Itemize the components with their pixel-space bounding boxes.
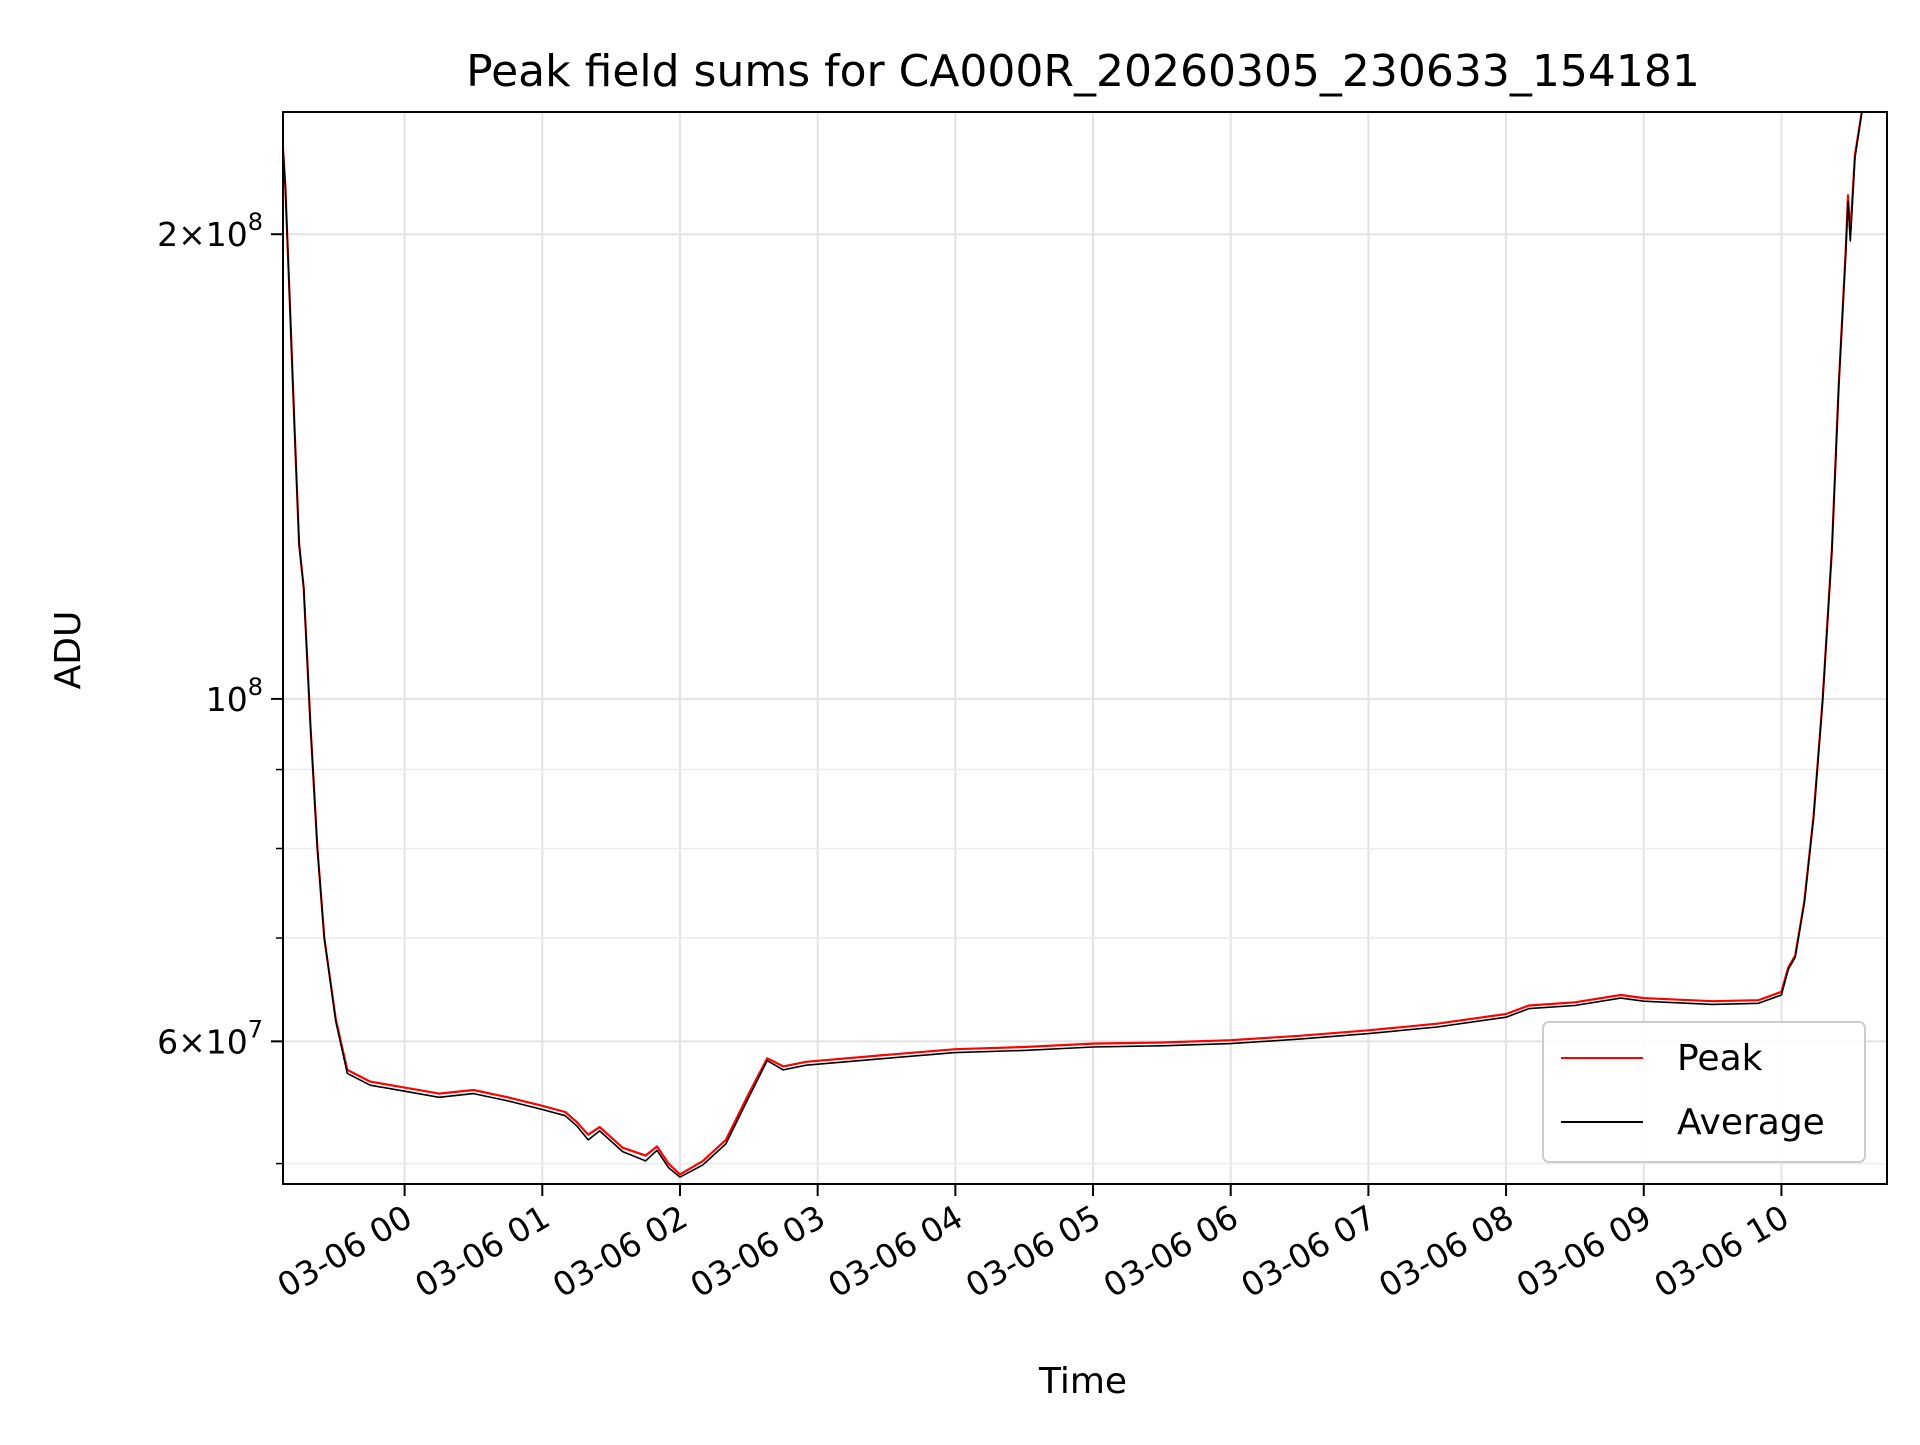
y-tick-exponent: 7 — [248, 1015, 263, 1043]
series-lines — [283, 112, 1863, 1178]
plot-frame — [282, 111, 1888, 1185]
legend-label: Peak — [1677, 1038, 1763, 1079]
y-tick-base: 2×10 — [157, 215, 248, 254]
y-tick-label: 2×108 — [157, 208, 263, 254]
y-tick-label: 6×107 — [157, 1015, 263, 1061]
y-tick-base: 6×10 — [157, 1022, 248, 1061]
y-tick-exponent: 8 — [248, 673, 263, 701]
y-tick-label: 108 — [206, 673, 263, 719]
grid-lines — [283, 112, 1887, 1184]
legend-label: Average — [1677, 1102, 1825, 1143]
y-axis-label: ADU — [48, 611, 89, 690]
legend: Peak Average — [1542, 1021, 1866, 1163]
chart-title: Peak field sums for CA000R_20260305_2306… — [466, 46, 1700, 97]
y-tick-base: 10 — [206, 680, 248, 719]
y-tick-exponent: 8 — [248, 208, 263, 236]
series-line-average — [283, 112, 1863, 1178]
x-axis-label: Time — [1038, 1361, 1127, 1402]
